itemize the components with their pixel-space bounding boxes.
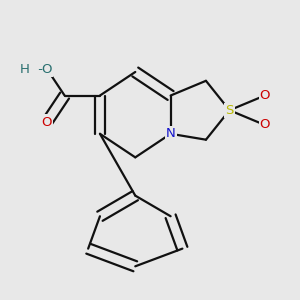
Text: S: S <box>225 104 234 117</box>
Text: O: O <box>42 62 52 76</box>
Text: H: H <box>20 62 30 76</box>
Text: O: O <box>260 89 270 102</box>
Text: O: O <box>42 116 52 128</box>
Text: O: O <box>260 118 270 131</box>
Text: -: - <box>34 62 43 76</box>
Text: N: N <box>166 127 176 140</box>
